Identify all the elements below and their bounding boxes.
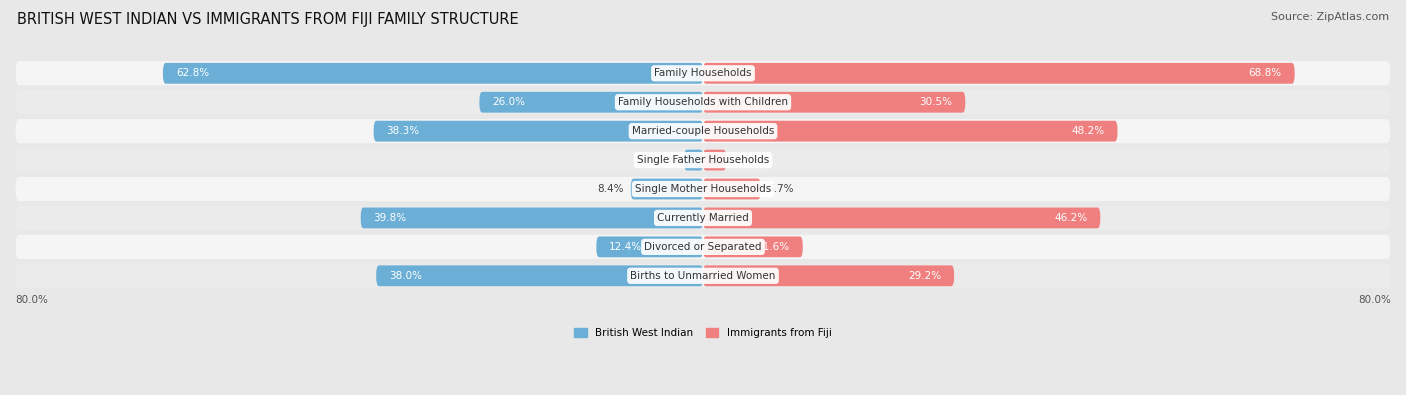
Text: 11.6%: 11.6% bbox=[756, 242, 790, 252]
FancyBboxPatch shape bbox=[631, 179, 703, 199]
FancyBboxPatch shape bbox=[703, 150, 727, 171]
FancyBboxPatch shape bbox=[703, 237, 803, 257]
Text: 6.7%: 6.7% bbox=[768, 184, 794, 194]
Text: 38.3%: 38.3% bbox=[387, 126, 419, 136]
FancyBboxPatch shape bbox=[685, 150, 703, 171]
FancyBboxPatch shape bbox=[163, 63, 703, 84]
Text: Divorced or Separated: Divorced or Separated bbox=[644, 242, 762, 252]
FancyBboxPatch shape bbox=[15, 206, 1391, 230]
Text: 2.7%: 2.7% bbox=[733, 155, 759, 165]
Text: 29.2%: 29.2% bbox=[908, 271, 941, 281]
Text: 68.8%: 68.8% bbox=[1249, 68, 1282, 78]
Text: 48.2%: 48.2% bbox=[1071, 126, 1105, 136]
FancyBboxPatch shape bbox=[703, 207, 1101, 228]
FancyBboxPatch shape bbox=[15, 61, 1391, 85]
FancyBboxPatch shape bbox=[15, 119, 1391, 143]
FancyBboxPatch shape bbox=[479, 92, 703, 113]
FancyBboxPatch shape bbox=[374, 121, 703, 141]
Text: 8.4%: 8.4% bbox=[598, 184, 624, 194]
FancyBboxPatch shape bbox=[361, 207, 703, 228]
Text: Single Father Households: Single Father Households bbox=[637, 155, 769, 165]
FancyBboxPatch shape bbox=[703, 121, 1118, 141]
FancyBboxPatch shape bbox=[703, 63, 1295, 84]
Text: 38.0%: 38.0% bbox=[389, 271, 422, 281]
Text: Currently Married: Currently Married bbox=[657, 213, 749, 223]
FancyBboxPatch shape bbox=[703, 265, 955, 286]
Text: 62.8%: 62.8% bbox=[176, 68, 209, 78]
FancyBboxPatch shape bbox=[15, 177, 1391, 201]
Text: 12.4%: 12.4% bbox=[609, 242, 643, 252]
Text: 80.0%: 80.0% bbox=[15, 295, 48, 305]
Text: 46.2%: 46.2% bbox=[1054, 213, 1087, 223]
Text: Single Mother Households: Single Mother Households bbox=[636, 184, 770, 194]
FancyBboxPatch shape bbox=[15, 148, 1391, 172]
Text: 39.8%: 39.8% bbox=[374, 213, 406, 223]
FancyBboxPatch shape bbox=[15, 263, 1391, 288]
FancyBboxPatch shape bbox=[15, 90, 1391, 115]
Text: BRITISH WEST INDIAN VS IMMIGRANTS FROM FIJI FAMILY STRUCTURE: BRITISH WEST INDIAN VS IMMIGRANTS FROM F… bbox=[17, 12, 519, 27]
FancyBboxPatch shape bbox=[377, 265, 703, 286]
Text: Family Households: Family Households bbox=[654, 68, 752, 78]
Text: 80.0%: 80.0% bbox=[1358, 295, 1391, 305]
FancyBboxPatch shape bbox=[703, 179, 761, 199]
FancyBboxPatch shape bbox=[596, 237, 703, 257]
Text: Married-couple Households: Married-couple Households bbox=[631, 126, 775, 136]
Text: 30.5%: 30.5% bbox=[920, 97, 952, 107]
Legend: British West Indian, Immigrants from Fiji: British West Indian, Immigrants from Fij… bbox=[571, 324, 835, 342]
FancyBboxPatch shape bbox=[15, 235, 1391, 259]
FancyBboxPatch shape bbox=[703, 92, 966, 113]
Text: Births to Unmarried Women: Births to Unmarried Women bbox=[630, 271, 776, 281]
Text: Source: ZipAtlas.com: Source: ZipAtlas.com bbox=[1271, 12, 1389, 22]
Text: Family Households with Children: Family Households with Children bbox=[619, 97, 787, 107]
Text: 2.2%: 2.2% bbox=[651, 155, 678, 165]
Text: 26.0%: 26.0% bbox=[492, 97, 526, 107]
